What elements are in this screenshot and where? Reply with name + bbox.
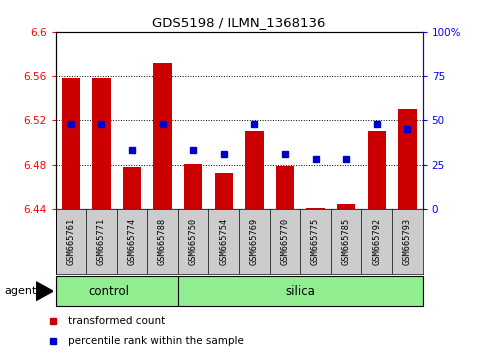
- Bar: [62, 78, 80, 209]
- Text: GSM665793: GSM665793: [403, 218, 412, 265]
- Text: GSM665774: GSM665774: [128, 218, 137, 265]
- Text: GDS5198 / ILMN_1368136: GDS5198 / ILMN_1368136: [153, 16, 326, 29]
- Text: GSM665788: GSM665788: [158, 218, 167, 265]
- Text: GSM665769: GSM665769: [250, 218, 259, 265]
- Text: GSM665761: GSM665761: [66, 218, 75, 265]
- Bar: [306, 208, 325, 209]
- Polygon shape: [36, 282, 53, 301]
- Text: agent: agent: [5, 286, 37, 296]
- Text: GSM665792: GSM665792: [372, 218, 381, 265]
- Bar: [214, 173, 233, 209]
- Bar: [398, 109, 416, 209]
- Bar: [184, 164, 202, 209]
- Text: GSM665771: GSM665771: [97, 218, 106, 265]
- Bar: [276, 166, 294, 209]
- Text: silica: silica: [285, 285, 315, 298]
- Bar: [123, 167, 141, 209]
- Bar: [337, 204, 355, 209]
- Text: percentile rank within the sample: percentile rank within the sample: [69, 336, 244, 346]
- Bar: [368, 131, 386, 209]
- Bar: [245, 131, 264, 209]
- Text: control: control: [88, 285, 129, 298]
- Text: GSM665754: GSM665754: [219, 218, 228, 265]
- Bar: [154, 63, 172, 209]
- Bar: [92, 78, 111, 209]
- Text: GSM665770: GSM665770: [281, 218, 289, 265]
- Text: GSM665775: GSM665775: [311, 218, 320, 265]
- Text: transformed count: transformed count: [69, 316, 166, 326]
- Text: GSM665750: GSM665750: [189, 218, 198, 265]
- Text: GSM665785: GSM665785: [341, 218, 351, 265]
